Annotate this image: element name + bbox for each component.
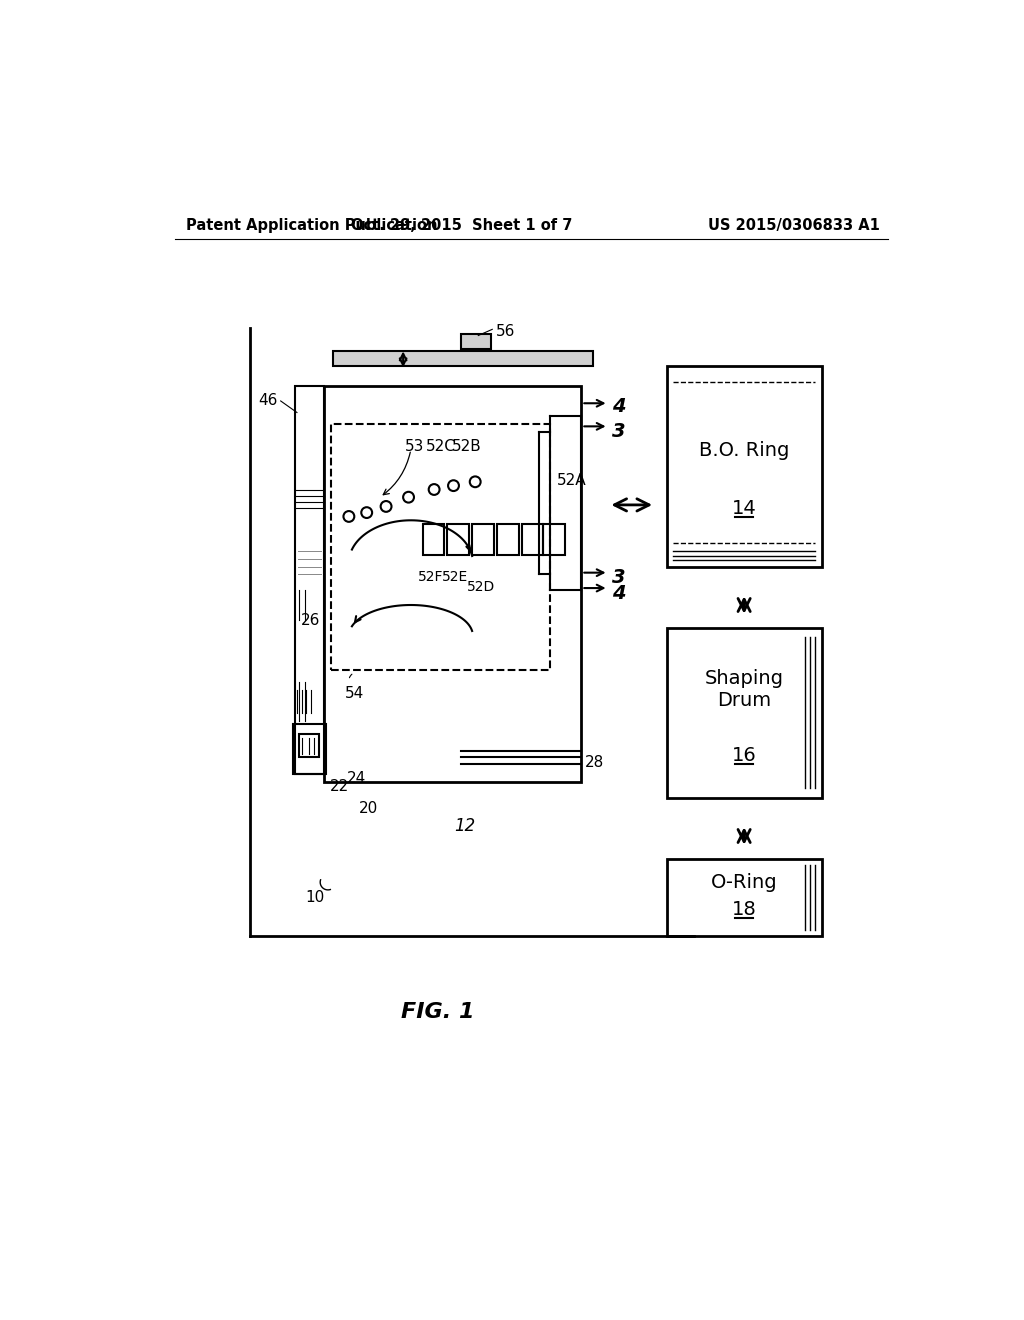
Text: 3: 3 [612,568,626,587]
Text: 18: 18 [732,900,757,919]
Text: 10: 10 [305,890,324,906]
Text: 54: 54 [345,686,365,701]
Text: 52F: 52F [418,570,443,585]
Bar [497,524,518,554]
Text: 16: 16 [732,746,757,764]
Text: 52B: 52B [452,440,481,454]
Bar [447,524,469,554]
Text: 28: 28 [586,755,604,770]
Bar [472,524,494,554]
Bar [423,524,444,554]
Bar [667,366,821,566]
Bar [295,385,324,775]
Text: O-Ring: O-Ring [711,873,777,892]
Text: 52C: 52C [425,440,456,454]
Text: 4: 4 [612,397,626,416]
Bar [667,859,821,936]
Text: 14: 14 [732,499,757,519]
Bar [544,524,565,554]
Text: B.O. Ring: B.O. Ring [699,441,790,461]
Text: Oct. 29, 2015  Sheet 1 of 7: Oct. 29, 2015 Sheet 1 of 7 [350,218,572,234]
Text: Shaping
Drum: Shaping Drum [705,669,783,710]
Bar [521,524,544,554]
Text: 46: 46 [258,393,278,408]
Text: 4: 4 [612,585,626,603]
Text: 52D: 52D [467,581,495,594]
Bar [299,734,318,758]
Bar [324,385,582,781]
Bar [667,628,821,797]
Text: Patent Application Publication: Patent Application Publication [186,218,437,234]
Bar [334,351,593,367]
Text: US 2015/0306833 A1: US 2015/0306833 A1 [708,218,880,234]
Text: 3: 3 [612,422,626,441]
Bar [461,334,490,350]
Text: 56: 56 [496,323,515,339]
Bar [293,725,326,775]
Text: 26: 26 [301,612,321,628]
Text: 22: 22 [331,779,349,795]
Text: 52A: 52A [557,473,586,487]
Bar [331,424,550,671]
Text: FIG. 1: FIG. 1 [401,1002,475,1022]
Text: 53: 53 [406,440,424,454]
Text: 20: 20 [358,801,378,816]
Text: 12: 12 [455,817,476,834]
Text: 52E: 52E [442,570,468,585]
Text: 24: 24 [347,771,367,787]
